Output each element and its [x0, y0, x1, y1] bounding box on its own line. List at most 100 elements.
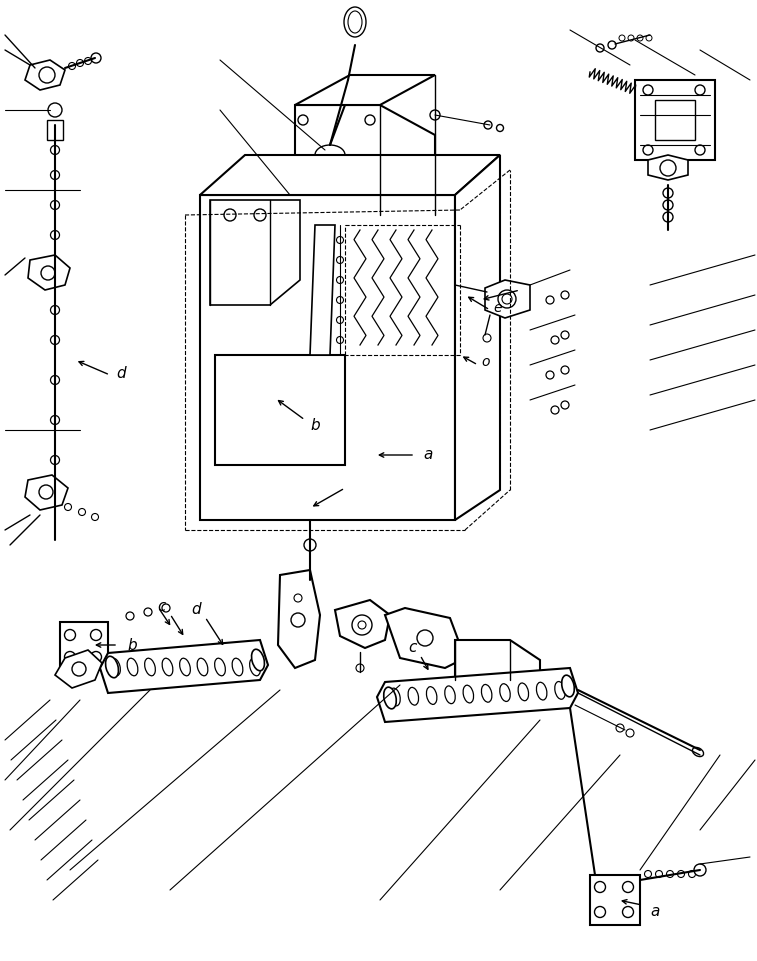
Circle shape	[546, 371, 554, 379]
Polygon shape	[485, 280, 530, 318]
Circle shape	[162, 604, 170, 612]
Circle shape	[546, 296, 554, 304]
Ellipse shape	[232, 658, 243, 676]
Text: $\it{d}$: $\it{d}$	[191, 601, 203, 617]
Text: $\it{o}$: $\it{o}$	[481, 355, 491, 369]
Circle shape	[637, 35, 643, 41]
Ellipse shape	[105, 656, 118, 678]
Polygon shape	[210, 200, 300, 305]
Ellipse shape	[384, 687, 397, 709]
Polygon shape	[25, 475, 68, 510]
Circle shape	[616, 724, 624, 732]
Circle shape	[622, 906, 634, 918]
Polygon shape	[25, 60, 65, 90]
Circle shape	[39, 485, 53, 499]
Circle shape	[294, 594, 302, 602]
Text: $\it{b}$: $\it{b}$	[126, 637, 138, 653]
Ellipse shape	[390, 688, 400, 706]
Circle shape	[484, 121, 492, 129]
Ellipse shape	[179, 658, 190, 676]
Circle shape	[561, 291, 569, 299]
Circle shape	[51, 306, 60, 314]
Circle shape	[628, 35, 634, 41]
Circle shape	[608, 41, 616, 49]
Bar	[590, 875, 640, 925]
Ellipse shape	[445, 686, 455, 703]
Polygon shape	[200, 195, 455, 520]
Ellipse shape	[127, 658, 138, 676]
Circle shape	[337, 297, 344, 304]
Bar	[215, 355, 345, 465]
Circle shape	[337, 316, 344, 324]
Circle shape	[498, 290, 516, 308]
Ellipse shape	[408, 687, 419, 705]
Circle shape	[91, 652, 101, 662]
Circle shape	[337, 277, 344, 283]
Text: $\it{e}$: $\it{e}$	[493, 301, 503, 315]
Ellipse shape	[145, 658, 155, 676]
Circle shape	[51, 456, 60, 464]
Ellipse shape	[426, 687, 437, 704]
Circle shape	[72, 662, 86, 676]
Circle shape	[365, 195, 375, 205]
Circle shape	[663, 212, 673, 222]
Ellipse shape	[500, 683, 510, 702]
Circle shape	[643, 85, 653, 95]
Circle shape	[337, 257, 344, 263]
Ellipse shape	[348, 11, 362, 33]
Circle shape	[483, 334, 491, 342]
Circle shape	[126, 612, 134, 620]
Ellipse shape	[537, 682, 547, 700]
Circle shape	[678, 871, 684, 877]
Text: $\it{c}$: $\it{c}$	[408, 641, 418, 655]
Circle shape	[551, 406, 559, 414]
Bar	[635, 80, 715, 160]
Circle shape	[51, 376, 60, 384]
Circle shape	[660, 160, 676, 176]
Circle shape	[39, 67, 55, 83]
Circle shape	[358, 621, 366, 629]
Circle shape	[298, 115, 308, 125]
Circle shape	[689, 871, 696, 877]
Circle shape	[663, 188, 673, 198]
Text: $\it{a}$: $\it{a}$	[650, 905, 660, 919]
Circle shape	[92, 513, 98, 521]
Circle shape	[64, 504, 71, 510]
Polygon shape	[455, 155, 500, 520]
Circle shape	[626, 729, 634, 737]
Text: $\it{d}$: $\it{d}$	[116, 365, 128, 381]
Circle shape	[663, 200, 673, 210]
Circle shape	[91, 53, 101, 63]
Circle shape	[622, 881, 634, 893]
Polygon shape	[335, 600, 390, 648]
Ellipse shape	[693, 748, 703, 756]
Circle shape	[48, 103, 62, 117]
Ellipse shape	[344, 7, 366, 37]
Circle shape	[64, 652, 76, 662]
Polygon shape	[455, 640, 540, 680]
Circle shape	[51, 231, 60, 239]
Circle shape	[51, 145, 60, 155]
Circle shape	[51, 415, 60, 425]
Circle shape	[51, 201, 60, 209]
Circle shape	[551, 336, 559, 344]
Circle shape	[646, 35, 652, 41]
Bar	[47, 120, 63, 140]
Circle shape	[224, 209, 236, 221]
Circle shape	[502, 294, 512, 304]
Ellipse shape	[251, 650, 264, 671]
Circle shape	[291, 613, 305, 627]
Circle shape	[337, 236, 344, 243]
Circle shape	[365, 115, 375, 125]
Circle shape	[695, 145, 705, 155]
Circle shape	[51, 335, 60, 344]
Circle shape	[76, 60, 83, 66]
Circle shape	[64, 629, 76, 640]
Polygon shape	[295, 75, 435, 105]
Ellipse shape	[110, 658, 120, 676]
Circle shape	[304, 539, 316, 551]
Circle shape	[356, 664, 364, 672]
Circle shape	[51, 170, 60, 180]
Circle shape	[695, 85, 705, 95]
Ellipse shape	[315, 145, 345, 165]
